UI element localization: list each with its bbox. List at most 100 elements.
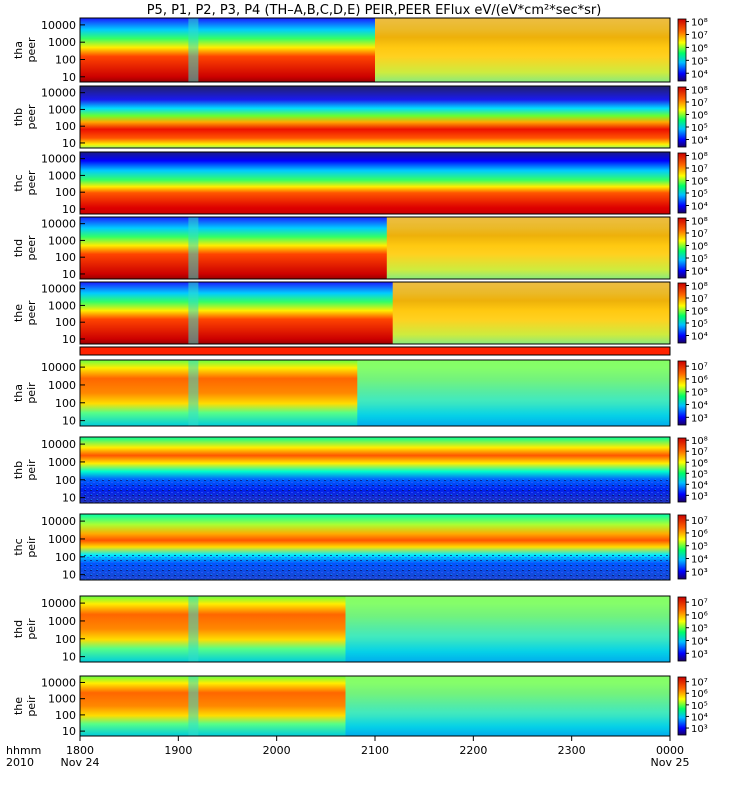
- spectrogram-noise: [80, 477, 670, 503]
- y-tick-label: 1000: [48, 533, 76, 546]
- colorbar-tick-label: 10⁴: [691, 69, 708, 80]
- y-tick-label: 1000: [48, 693, 76, 706]
- y-tick-label: 1000: [48, 103, 76, 116]
- y-tick-label: 1000: [48, 456, 76, 469]
- colorbar: [677, 217, 687, 279]
- panel-probe-label: the: [12, 304, 25, 322]
- panel-probe-label: thd: [12, 239, 25, 257]
- y-tick-label: 10: [62, 268, 76, 281]
- panel-probe-label: thb: [12, 108, 25, 126]
- colorbar-tick-label: 10⁸: [691, 282, 708, 293]
- panel-frame: [79, 151, 671, 215]
- spectrogram-sheath-region: [392, 282, 670, 344]
- colorbar-tick-label: 10³: [691, 413, 708, 424]
- colorbar: [677, 152, 687, 214]
- y-tick-label: 1000: [48, 379, 76, 392]
- colorbar-tick-label: 10⁷: [691, 31, 708, 42]
- colorbar-tick-label: 10⁶: [691, 43, 708, 54]
- panel-probe-label: thb: [12, 461, 25, 479]
- panel-frame: [79, 281, 671, 345]
- colorbar: [677, 514, 687, 580]
- colorbar-tick-label: 10⁵: [691, 319, 708, 330]
- colorbar: [677, 360, 687, 426]
- y-tick-label: 100: [55, 551, 76, 564]
- x-tick-label: 0000: [656, 744, 684, 757]
- panel-frame: [79, 513, 671, 581]
- colorbar-tick-label: 10³: [691, 649, 708, 660]
- colorbar-tick-label: 10⁶: [691, 375, 708, 386]
- y-tick-label: 10: [62, 569, 76, 582]
- x-tick-label: 2100: [361, 744, 389, 757]
- colorbar-tick-label: 10⁴: [691, 637, 708, 648]
- panel-probe-label: the: [12, 697, 25, 715]
- colorbar-tick-label: 10⁵: [691, 189, 708, 200]
- panel-frame: [79, 17, 671, 83]
- y-tick-label: 10000: [41, 676, 76, 689]
- spectrogram-feature: [188, 217, 199, 279]
- spectrogram-sheath-region: [357, 360, 670, 426]
- colorbar-tick-label: 10⁶: [691, 242, 708, 253]
- y-tick-label: 1000: [48, 234, 76, 247]
- x-tick-label: 2200: [459, 744, 487, 757]
- colorbar-tick-label: 10⁵: [691, 388, 708, 399]
- panel-frame: [79, 85, 671, 149]
- y-tick-label: 10000: [41, 153, 76, 166]
- panel-probe-label: tha: [12, 41, 25, 59]
- colorbar-tick-label: 10⁷: [691, 98, 708, 109]
- colorbar-tick-label: 10⁶: [691, 458, 708, 469]
- y-tick-label: 10: [62, 725, 76, 738]
- y-tick-label: 10000: [41, 218, 76, 231]
- y-tick-label: 10000: [41, 438, 76, 451]
- y-tick-label: 10: [62, 492, 76, 505]
- panel-product-label: peir: [25, 382, 38, 404]
- spectrogram-sheath-region: [345, 596, 670, 662]
- x-tick-label: 1900: [164, 744, 192, 757]
- colorbar-tick-label: 10⁶: [691, 611, 708, 622]
- panel-product-label: peir: [25, 459, 38, 481]
- colorbar-tick-label: 10⁸: [691, 217, 708, 228]
- x-axis-year: 2010: [6, 756, 34, 769]
- colorbar-tick-label: 10⁵: [691, 469, 708, 480]
- y-tick-label: 100: [55, 709, 76, 722]
- colorbar-tick-label: 10⁴: [691, 712, 708, 723]
- y-tick-label: 10000: [41, 19, 76, 32]
- panel-product-label: peer: [25, 104, 38, 130]
- spectrogram-sheath-region: [345, 676, 670, 736]
- y-tick-label: 100: [55, 633, 76, 646]
- y-tick-label: 100: [55, 120, 76, 133]
- colorbar-tick-label: 10⁸: [691, 152, 708, 163]
- colorbar-tick-label: 10⁵: [691, 254, 708, 265]
- colorbar-tick-label: 10⁴: [691, 136, 708, 147]
- y-tick-label: 100: [55, 397, 76, 410]
- colorbar-tick-label: 10⁸: [691, 86, 708, 97]
- y-tick-label: 10: [62, 137, 76, 150]
- y-tick-label: 100: [55, 186, 76, 199]
- y-tick-label: 100: [55, 474, 76, 487]
- data-gap-bar: [79, 346, 671, 356]
- x-date-label: Nov 24: [61, 756, 100, 769]
- y-tick-label: 10000: [41, 361, 76, 374]
- y-tick-label: 10: [62, 415, 76, 428]
- colorbar-tick-label: 10⁷: [691, 516, 708, 527]
- y-tick-label: 10000: [41, 515, 76, 528]
- colorbar-tick-label: 10⁵: [691, 701, 708, 712]
- colorbar-tick-label: 10⁴: [691, 480, 708, 491]
- y-tick-label: 1000: [48, 615, 76, 628]
- colorbar-tick-label: 10⁷: [691, 678, 708, 689]
- colorbar-tick-label: 10⁴: [691, 267, 708, 278]
- colorbar-tick-label: 10⁶: [691, 307, 708, 318]
- y-tick-label: 10: [62, 203, 76, 216]
- spectrogram-feature: [188, 676, 199, 736]
- x-tick-label: 2300: [558, 744, 586, 757]
- spectrogram-image: [80, 152, 670, 214]
- panel-product-label: peir: [25, 695, 38, 717]
- colorbar-tick-label: 10⁷: [691, 294, 708, 305]
